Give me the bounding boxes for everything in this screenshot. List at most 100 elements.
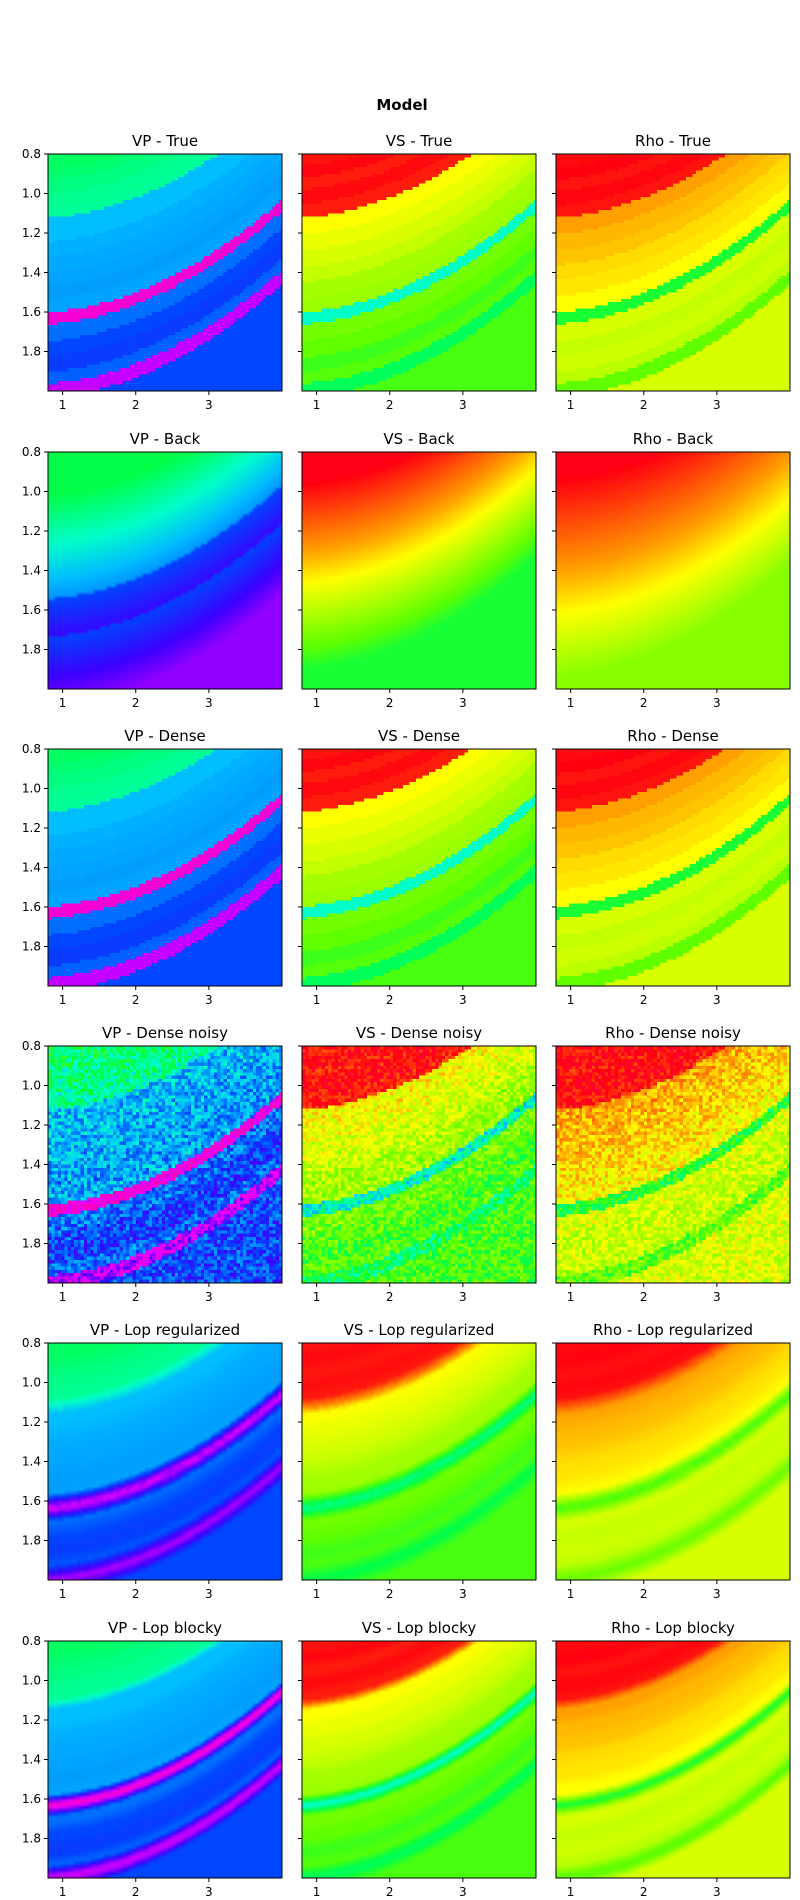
x-tick-label-vs-blocky-1: 2	[386, 1885, 394, 1899]
heatmap-image-rho-dense	[556, 749, 790, 986]
heatmap-image-vs-back	[302, 452, 536, 689]
panel-vs-reg: VS - Lop regularized 1 2 3	[298, 1321, 537, 1601]
panel-title-rho-true: Rho - True	[635, 132, 711, 150]
x-tick-label-vs-reg-2: 3	[459, 1587, 467, 1601]
panel-title-vp-reg: VP - Lop regularized	[90, 1321, 240, 1339]
y-tick-label-vp-blocky-4: 1.6	[22, 1792, 41, 1806]
x-tick-label-rho-blocky-1: 2	[640, 1885, 648, 1899]
y-tick-label-vp-back-4: 1.6	[22, 603, 41, 617]
x-tick-label-vp-reg-1: 2	[132, 1587, 140, 1601]
panel-vp-back: VP - Back 0.8 1.0 1.2 1.4 1.6 1.8 1 2 3	[22, 430, 283, 710]
y-tick-label-vp-back-5: 1.8	[22, 643, 41, 657]
y-tick-label-vp-dense-2: 1.2	[22, 821, 41, 835]
x-tick-label-rho-reg-2: 3	[713, 1587, 721, 1601]
panel-vs-back: VS - Back 1 2 3	[298, 430, 537, 710]
y-tick-label-vp-noisy-4: 1.6	[22, 1197, 41, 1211]
heatmap-image-vs-noisy	[302, 1046, 536, 1283]
y-tick-label-vp-blocky-5: 1.8	[22, 1832, 41, 1846]
heatmap-image-vp-back	[48, 452, 282, 689]
heatmap-image-vp-noisy	[48, 1046, 282, 1283]
x-tick-label-vs-back-2: 3	[459, 696, 467, 710]
panel-title-rho-back: Rho - Back	[633, 430, 714, 448]
x-tick-label-vs-noisy-2: 3	[459, 1290, 467, 1304]
y-tick-label-vp-reg-4: 1.6	[22, 1494, 41, 1508]
x-tick-label-vs-true-0: 1	[313, 398, 321, 412]
y-tick-label-vp-reg-3: 1.4	[22, 1455, 41, 1469]
x-tick-label-vp-noisy-0: 1	[59, 1290, 67, 1304]
heatmap-image-vs-reg	[302, 1343, 536, 1580]
panel-title-vp-blocky: VP - Lop blocky	[108, 1619, 222, 1637]
panel-title-vs-noisy: VS - Dense noisy	[356, 1024, 482, 1042]
panel-rho-true: Rho - True 1 2 3	[552, 132, 791, 412]
x-tick-label-vp-noisy-2: 3	[205, 1290, 213, 1304]
y-tick-label-vp-back-1: 1.0	[22, 485, 41, 499]
y-tick-label-vp-dense-4: 1.6	[22, 900, 41, 914]
panel-vp-dense: VP - Dense 0.8 1.0 1.2 1.4 1.6 1.8 1 2 3	[22, 727, 283, 1007]
y-tick-label-vp-dense-1: 1.0	[22, 782, 41, 796]
heatmap-image-rho-back	[556, 452, 790, 689]
x-tick-label-vs-dense-1: 2	[386, 993, 394, 1007]
figure-title: Model	[376, 96, 427, 114]
x-tick-label-vs-dense-2: 3	[459, 993, 467, 1007]
x-tick-label-vp-back-2: 3	[205, 696, 213, 710]
x-tick-label-vp-dense-1: 2	[132, 993, 140, 1007]
x-tick-label-vs-dense-0: 1	[313, 993, 321, 1007]
panel-rho-reg: Rho - Lop regularized 1 2 3	[552, 1321, 791, 1601]
panel-title-vs-back: VS - Back	[383, 430, 454, 448]
x-tick-label-vp-blocky-1: 2	[132, 1885, 140, 1899]
x-tick-label-rho-back-1: 2	[640, 696, 648, 710]
y-tick-label-vp-dense-5: 1.8	[22, 940, 41, 954]
x-tick-label-vs-reg-0: 1	[313, 1587, 321, 1601]
x-tick-label-rho-true-1: 2	[640, 398, 648, 412]
panel-title-rho-noisy: Rho - Dense noisy	[605, 1024, 741, 1042]
x-tick-label-vs-true-2: 3	[459, 398, 467, 412]
y-tick-label-vp-true-2: 1.2	[22, 226, 41, 240]
y-tick-label-vp-reg-5: 1.8	[22, 1534, 41, 1548]
x-tick-label-vs-back-0: 1	[313, 696, 321, 710]
y-tick-label-vp-back-3: 1.4	[22, 564, 41, 578]
y-tick-label-vp-true-1: 1.0	[22, 187, 41, 201]
heatmap-image-rho-reg	[556, 1343, 790, 1580]
x-tick-label-rho-noisy-1: 2	[640, 1290, 648, 1304]
x-tick-label-rho-dense-1: 2	[640, 993, 648, 1007]
heatmap-image-vs-true	[302, 154, 536, 391]
panel-title-vs-true: VS - True	[386, 132, 453, 150]
x-tick-label-rho-back-2: 3	[713, 696, 721, 710]
x-tick-label-rho-true-2: 3	[713, 398, 721, 412]
panel-title-vs-dense: VS - Dense	[378, 727, 460, 745]
heatmap-image-rho-blocky	[556, 1641, 790, 1878]
y-tick-label-vp-true-3: 1.4	[22, 266, 41, 280]
x-tick-label-vp-blocky-2: 3	[205, 1885, 213, 1899]
x-tick-label-vp-noisy-1: 2	[132, 1290, 140, 1304]
panel-vp-true: VP - True 0.8 1.0 1.2 1.4 1.6 1.8 1 2 3	[22, 132, 283, 412]
x-tick-label-vp-true-0: 1	[59, 398, 67, 412]
x-tick-label-vp-true-1: 2	[132, 398, 140, 412]
y-tick-label-vp-noisy-3: 1.4	[22, 1158, 41, 1172]
panel-grid: VP - True 0.8 1.0 1.2 1.4 1.6 1.8 1 2 3 VS - True 1…	[22, 132, 791, 1899]
y-tick-label-vp-reg-1: 1.0	[22, 1376, 41, 1390]
y-tick-label-vp-blocky-2: 1.2	[22, 1713, 41, 1727]
x-tick-label-vp-back-0: 1	[59, 696, 67, 710]
x-tick-label-vs-true-1: 2	[386, 398, 394, 412]
x-tick-label-rho-true-0: 1	[567, 398, 575, 412]
y-tick-label-vp-true-5: 1.8	[22, 345, 41, 359]
y-tick-label-vp-dense-3: 1.4	[22, 861, 41, 875]
panel-vp-reg: VP - Lop regularized 0.8 1.0 1.2 1.4 1.6 1.8 1 2…	[22, 1321, 283, 1601]
x-tick-label-vs-back-1: 2	[386, 696, 394, 710]
heatmap-image-rho-noisy	[556, 1046, 790, 1283]
panel-title-vp-back: VP - Back	[130, 430, 201, 448]
panel-vs-noisy: VS - Dense noisy 1 2 3	[298, 1024, 537, 1304]
heatmap-image-vp-reg	[48, 1343, 282, 1580]
y-tick-label-vp-true-4: 1.6	[22, 305, 41, 319]
panel-rho-noisy: Rho - Dense noisy 1 2 3	[552, 1024, 791, 1304]
panel-rho-back: Rho - Back 1 2 3	[552, 430, 791, 710]
panel-title-vs-reg: VS - Lop regularized	[344, 1321, 495, 1339]
panel-rho-blocky: Rho - Lop blocky 1 2 3	[552, 1619, 791, 1899]
y-tick-label-vp-reg-0: 0.8	[22, 1336, 41, 1350]
y-tick-label-vp-noisy-0: 0.8	[22, 1039, 41, 1053]
panel-title-vs-blocky: VS - Lop blocky	[362, 1619, 477, 1637]
heatmap-image-vp-blocky	[48, 1641, 282, 1878]
y-tick-label-vp-true-0: 0.8	[22, 147, 41, 161]
heatmap-image-rho-true	[556, 154, 790, 391]
x-tick-label-rho-dense-0: 1	[567, 993, 575, 1007]
